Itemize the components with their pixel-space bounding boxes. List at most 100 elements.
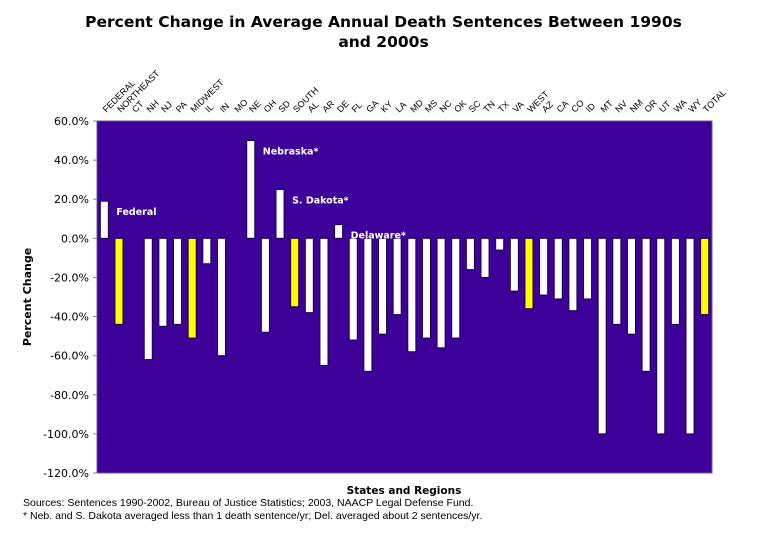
bar-az xyxy=(539,237,549,296)
bar-ok xyxy=(451,237,461,339)
y-tick-label: -60.0% xyxy=(50,350,89,363)
x-tick-label: NM xyxy=(628,97,645,114)
bar-wa xyxy=(670,237,680,325)
y-tick-label: 0.0% xyxy=(61,232,89,245)
annotations: Federal Nebraska* S. Dakota* Delaware* xyxy=(116,147,406,242)
annotation-label: Nebraska* xyxy=(263,147,319,158)
bar-sc xyxy=(465,237,475,271)
x-tick-label: MO xyxy=(232,97,249,114)
y-tick-label: 20.0% xyxy=(54,193,89,206)
chart-title-line-1: Percent Change in Average Annual Death S… xyxy=(85,13,682,31)
bar-ms xyxy=(421,237,431,339)
x-tick-label: NJ xyxy=(159,100,174,115)
x-tick-label: WY xyxy=(686,97,703,114)
bar-south xyxy=(290,237,300,308)
bar-id xyxy=(583,237,593,300)
x-tick-label: WA xyxy=(672,97,689,114)
bar-nc xyxy=(436,237,446,349)
x-tick-label: SD xyxy=(276,98,292,114)
bar-wy xyxy=(685,237,695,435)
sources-note: Sources: Sentences 1990-2002, Bureau of … xyxy=(23,497,474,509)
bar-il xyxy=(202,237,212,265)
x-tick-label: NC xyxy=(437,98,454,115)
y-axis: 60.0% 40.0% 20.0% 0.0% -20.0% -40.0% -60.0% -80… xyxy=(43,115,97,480)
chart-title: Percent Change in Average Annual Death S… xyxy=(0,12,767,52)
x-tick-label: MS xyxy=(423,98,440,115)
x-tick-label: IN xyxy=(218,101,231,114)
bar-ut xyxy=(656,237,666,435)
footnote: * Neb. and S. Dakota averaged less than … xyxy=(23,510,483,522)
x-tick-label: CO xyxy=(569,98,586,115)
x-tick-label: VA xyxy=(511,99,526,114)
bar-ar xyxy=(319,237,329,366)
bars xyxy=(99,140,710,435)
x-tick-label: KY xyxy=(379,99,395,115)
bar-total xyxy=(700,237,710,316)
bar-ne xyxy=(246,140,256,239)
y-tick-label: -20.0% xyxy=(50,271,89,284)
bar-oh xyxy=(260,237,270,333)
bar-md xyxy=(407,237,417,353)
x-tick-label: TX xyxy=(496,99,511,114)
chart-notes: Sources: Sentences 1990-2002, Bureau of … xyxy=(23,497,482,523)
annotation-label: Delaware* xyxy=(351,231,406,242)
y-axis-label: Percent Change xyxy=(21,248,34,346)
bar-ga xyxy=(363,237,373,372)
x-tick-label: TN xyxy=(481,99,497,115)
x-tick-label: CA xyxy=(555,98,571,114)
y-tick-label: -120.0% xyxy=(43,467,89,480)
y-tick-label: 60.0% xyxy=(54,115,89,128)
y-tick-label: -100.0% xyxy=(43,428,89,441)
bar-midwest xyxy=(187,237,197,339)
bar-nj xyxy=(158,237,168,327)
bar-co xyxy=(568,237,578,312)
x-tick-label: LA xyxy=(394,100,409,115)
x-tick-label: MD xyxy=(408,97,425,114)
annotation-label: S. Dakota* xyxy=(292,195,349,206)
x-tick-label: TOTAL xyxy=(701,87,728,114)
x-tick-label: OH xyxy=(262,98,279,115)
x-tick-label: OR xyxy=(642,97,659,114)
bar-mt xyxy=(597,237,607,435)
annotation-label: Federal xyxy=(116,207,156,218)
bar-nv xyxy=(612,237,622,325)
bar-fl xyxy=(348,237,358,341)
bar-federal xyxy=(99,200,109,239)
bar-sd xyxy=(275,188,285,239)
x-tick-label: GA xyxy=(364,98,380,114)
bar-de xyxy=(334,224,344,239)
bar-tx xyxy=(495,237,505,251)
x-tick-label: SC xyxy=(467,98,483,114)
x-tick-label: DE xyxy=(335,98,351,114)
x-tick-label: AR xyxy=(320,98,336,114)
x-tick-label: ID xyxy=(584,101,598,115)
bar-la xyxy=(392,237,402,316)
bar-in xyxy=(216,237,226,357)
x-tick-label: NV xyxy=(613,98,629,114)
x-tick-label: NH xyxy=(145,98,161,114)
bar-ca xyxy=(553,237,563,300)
x-tick-label: NE xyxy=(247,98,263,114)
plot-area xyxy=(96,120,713,474)
bar-or xyxy=(641,237,651,372)
x-tick-label: UT xyxy=(657,99,673,115)
bar-northeast xyxy=(114,237,124,325)
bar-nh xyxy=(143,237,153,361)
bar-pa xyxy=(173,237,183,325)
y-tick-label: -40.0% xyxy=(50,311,89,324)
x-tick-label: PA xyxy=(174,99,189,114)
bar-nm xyxy=(626,237,636,335)
chart-title-line-2: and 2000s xyxy=(338,33,429,51)
x-tick-label: FL xyxy=(350,100,365,115)
y-tick-label: 40.0% xyxy=(54,154,89,167)
bar-west xyxy=(524,237,534,310)
bar-tn xyxy=(480,237,490,278)
x-tick-label: OK xyxy=(452,98,468,114)
bar-va xyxy=(509,237,519,292)
bar-ky xyxy=(378,237,388,335)
x-axis-label: States and Regions xyxy=(347,485,462,497)
x-tick-label: MT xyxy=(599,98,616,115)
bar-al xyxy=(304,237,314,314)
